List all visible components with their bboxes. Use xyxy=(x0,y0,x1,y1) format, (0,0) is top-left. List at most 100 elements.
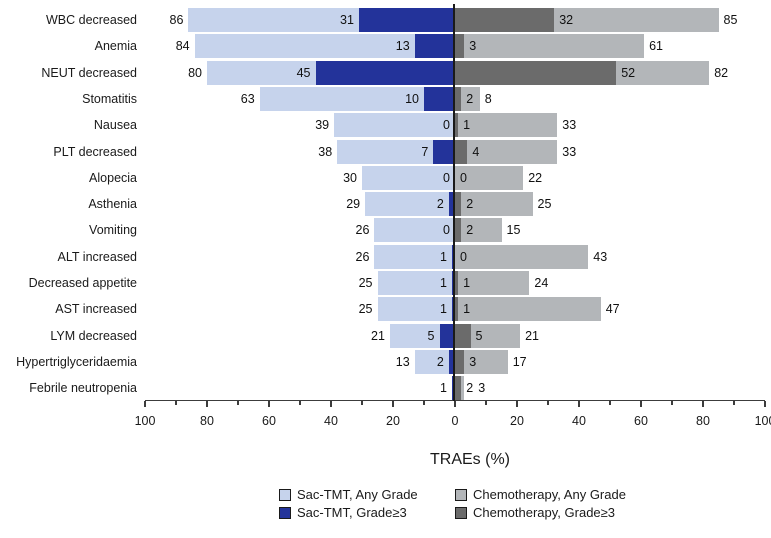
axis-tick-label: 20 xyxy=(386,414,400,428)
value-label-chemo-grade3: 2 xyxy=(466,223,474,238)
bar-sac-grade3 xyxy=(315,60,455,85)
bar-chemo-any-grade xyxy=(455,34,645,59)
value-label-chemo-grade3: 2 xyxy=(466,197,474,212)
axis-minor-tick xyxy=(671,401,673,405)
value-label-sac-any: 86 xyxy=(169,13,184,27)
category-label: Vomiting xyxy=(89,223,137,238)
chart-row: Decreased appetite 25 1 1 24 xyxy=(29,270,765,296)
chart-row: Nausea 39 0 1 33 xyxy=(94,112,765,138)
chart-row: Febrile neutropenia 1 2 3 xyxy=(29,375,765,401)
value-label-sac-any: 13 xyxy=(395,354,410,369)
value-label-sac-grade3: 13 xyxy=(395,39,410,54)
value-label-chemo-grade3: 2 xyxy=(466,91,474,106)
bar-chemo-grade3 xyxy=(455,60,617,85)
axis-minor-tick xyxy=(361,401,363,405)
chart-row: ALT increased 26 1 0 43 xyxy=(58,244,765,270)
axis-minor-tick xyxy=(175,401,177,405)
chart-row: Asthenia 29 2 2 25 xyxy=(88,191,765,217)
value-label-sac-any: 26 xyxy=(355,223,370,238)
value-label-chemo-any: 43 xyxy=(593,249,608,264)
bar-chemo-any-grade xyxy=(455,192,533,217)
bar-chemo-grade3 xyxy=(455,139,468,164)
bar-sac-grade3 xyxy=(448,192,455,217)
value-label-sac-grade3: 2 xyxy=(436,197,444,212)
bar-chemo-any-grade xyxy=(455,139,558,164)
value-label-chemo-grade3: 3 xyxy=(469,354,477,369)
bar-chemo-grade3 xyxy=(455,192,462,217)
chart-legend: Sac-TMT, Any Grade Chemotherapy, Any Grad… xyxy=(279,487,626,520)
category-label: Alopecia xyxy=(89,170,137,185)
axis-minor-tick xyxy=(299,401,301,405)
axis-major-tick xyxy=(640,401,642,407)
chart-row: Vomiting 26 0 2 15 xyxy=(89,217,765,243)
value-label-chemo-grade3: 4 xyxy=(472,144,480,159)
value-label-chemo-any: 3 xyxy=(478,381,486,396)
bar-sac-grade3 xyxy=(424,86,455,111)
value-label-sac-grade3: 10 xyxy=(405,91,419,106)
bar-chemo-any-grade xyxy=(455,297,601,322)
chart-row: LYM decreased 21 5 5 21 xyxy=(50,323,765,349)
axis-tick-label: 100 xyxy=(754,414,771,428)
category-label: LYM decreased xyxy=(50,328,137,343)
axis-minor-tick xyxy=(485,401,487,405)
bar-sac-grade3 xyxy=(433,139,455,164)
value-label-sac-grade3: 31 xyxy=(340,13,354,27)
bar-sac-grade3 xyxy=(439,323,455,348)
axis-tick-label: 60 xyxy=(262,414,276,428)
bar-chemo-grade3 xyxy=(455,8,555,32)
axis-major-tick xyxy=(454,401,456,407)
bar-chemo-grade3 xyxy=(455,349,465,374)
value-label-chemo-any: 25 xyxy=(537,197,552,212)
bar-chemo-grade3 xyxy=(455,86,462,111)
bar-sac-grade3 xyxy=(358,8,455,32)
bar-chemo-any-grade xyxy=(455,165,524,190)
value-label-sac-grade3: 0 xyxy=(443,223,450,238)
axis-major-tick xyxy=(268,401,270,407)
bar-chemo-any-grade xyxy=(455,218,502,243)
zero-axis-line xyxy=(453,4,455,401)
category-label: ALT increased xyxy=(57,249,137,264)
value-label-chemo-grade3: 1 xyxy=(463,302,471,317)
value-label-chemo-any: 47 xyxy=(605,302,620,317)
value-label-sac-any: 84 xyxy=(175,39,190,54)
value-label-chemo-grade3: 5 xyxy=(475,328,483,343)
bar-sac-any-grade xyxy=(362,165,455,190)
value-label-sac-any: 63 xyxy=(240,91,255,106)
value-label-sac-any: 30 xyxy=(343,170,357,185)
axis-minor-tick xyxy=(237,401,239,405)
x-axis-title: TRAEs (%) xyxy=(430,451,510,468)
bar-sac-any-grade xyxy=(334,113,455,138)
value-label-sac-grade3: 7 xyxy=(421,144,429,159)
category-label: Hypertriglyceridaemia xyxy=(16,354,137,369)
category-label: Asthenia xyxy=(88,197,137,212)
legend-swatch-sac-g3 xyxy=(279,506,291,519)
axis-tick-label: 0 xyxy=(451,414,459,428)
value-label-sac-any: 29 xyxy=(346,197,361,212)
legend-item: Chemotherapy, Grade≥3 xyxy=(455,505,626,520)
bar-sac-any-grade xyxy=(374,244,455,269)
chart-row: PLT decreased 38 7 4 33 xyxy=(53,139,765,165)
value-label-chemo-grade3: 0 xyxy=(460,249,467,264)
value-label-chemo-any: 33 xyxy=(562,144,577,159)
legend-swatch-chemo-any xyxy=(455,488,467,501)
value-label-sac-grade3: 2 xyxy=(436,354,444,369)
category-label: Decreased appetite xyxy=(28,276,137,290)
legend-item: Sac-TMT, Any Grade xyxy=(279,487,445,502)
legend-swatch-chemo-g3 xyxy=(455,506,467,519)
value-label-sac-grade3: 45 xyxy=(296,65,311,80)
axis-major-tick xyxy=(578,401,580,407)
axis-major-tick xyxy=(206,401,208,407)
value-label-chemo-grade3: 0 xyxy=(460,170,467,185)
value-label-sac-any: 25 xyxy=(358,302,373,317)
axis-major-tick xyxy=(144,401,146,407)
value-label-chemo-any: 82 xyxy=(714,65,729,80)
value-label-chemo-grade3: 52 xyxy=(621,65,636,80)
chart-row: NEUT decreased 80 45 52 82 xyxy=(41,60,765,86)
chart-row: Anemia 84 13 3 61 xyxy=(95,33,765,59)
category-label: NEUT decreased xyxy=(41,65,137,80)
value-label-chemo-any: 24 xyxy=(534,276,549,290)
value-label-sac-any: 80 xyxy=(188,65,202,80)
axis-tick-label: 60 xyxy=(634,414,648,428)
value-label-sac-any: 38 xyxy=(318,144,333,159)
